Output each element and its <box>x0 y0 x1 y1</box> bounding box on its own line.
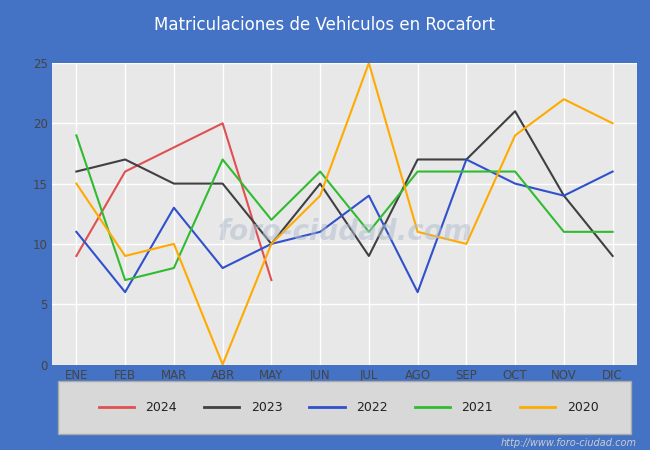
Text: 2020: 2020 <box>567 401 599 414</box>
FancyBboxPatch shape <box>58 381 631 434</box>
Text: 2024: 2024 <box>146 401 177 414</box>
Text: Matriculaciones de Vehiculos en Rocafort: Matriculaciones de Vehiculos en Rocafort <box>155 16 495 34</box>
Text: http://www.foro-ciudad.com: http://www.foro-ciudad.com <box>501 438 637 448</box>
Text: foro-ciudad.com: foro-ciudad.com <box>217 218 472 246</box>
Text: 2023: 2023 <box>251 401 283 414</box>
Text: 2021: 2021 <box>462 401 493 414</box>
Text: 2022: 2022 <box>356 401 388 414</box>
